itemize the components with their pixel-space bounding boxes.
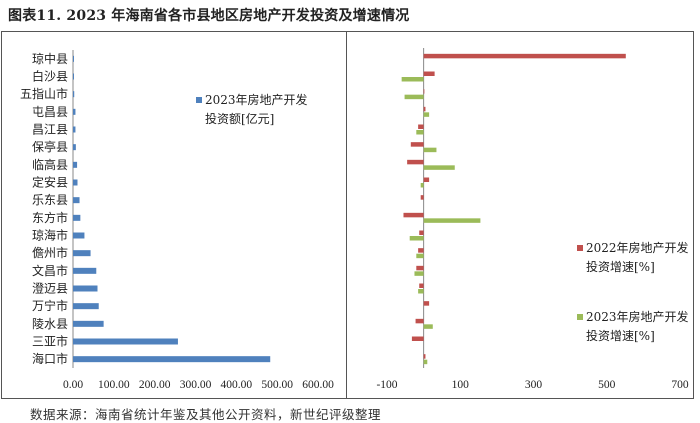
left-category-label: 昌江县 [32, 123, 68, 137]
growth-2022-bar [423, 89, 425, 94]
growth-2022-bar [403, 212, 424, 218]
growth-2022-bar [420, 195, 424, 200]
left-category-label: 保亭县 [32, 139, 68, 154]
left-category-label: 五指山市 [20, 86, 68, 101]
growth-2023-bar [418, 289, 424, 294]
left-category-label: 儋州市 [32, 245, 68, 260]
left-category-label: 屯昌县 [32, 105, 68, 119]
right-x-tick-label: 100 [452, 379, 470, 391]
left-category-label: 乐东县 [32, 193, 68, 207]
growth-2023-bar [423, 218, 481, 223]
growth-2023-bar [416, 253, 424, 259]
investment-bar [73, 126, 76, 133]
growth-2023-bar [423, 359, 428, 365]
legend-label-2022-growth: 投资增速[%] [586, 259, 655, 274]
left-x-tick-label: 400.00 [221, 379, 253, 391]
investment-bar [73, 144, 76, 151]
growth-2023-bar [423, 165, 455, 170]
left-category-label: 白沙县 [32, 69, 68, 84]
left-category-label: 澄迈县 [32, 281, 68, 296]
growth-2023-bar [414, 271, 424, 276]
investment-bar [73, 91, 75, 98]
investment-bar [73, 356, 271, 363]
investment-bar [73, 108, 76, 115]
growth-2022-bar [423, 53, 626, 59]
investment-bar [73, 197, 80, 204]
left-category-label: 三亚市 [32, 334, 68, 349]
left-category-label: 临高县 [32, 157, 68, 172]
growth-2022-bar [423, 354, 426, 359]
investment-bar [73, 55, 74, 62]
legend-label-2022-growth: 2022年房地产开发 [586, 240, 689, 255]
legend-label-2023-investment: 投资额[亿元] [205, 111, 274, 126]
left-x-tick-label: 300.00 [180, 379, 212, 391]
panel-divider [346, 31, 347, 399]
growth-2022-bar [411, 336, 424, 341]
growth-2022-bar [423, 301, 430, 306]
growth-2022-bar [415, 318, 424, 324]
investment-bar [73, 73, 74, 80]
left-x-tick-label: 600.00 [302, 379, 334, 391]
figure-title: 图表11. 2023 年海南省各市县地区房地产开发投资及增速情况 [8, 8, 410, 24]
left-x-tick-label: 500.00 [261, 379, 293, 391]
growth-2023-bar [416, 130, 424, 135]
growth-2022-bar [423, 106, 426, 112]
legend-swatch-2022-growth [577, 245, 583, 251]
left-category-label: 东方市 [32, 210, 68, 225]
left-category-label: 万宁市 [32, 298, 68, 313]
investment-bar [73, 161, 78, 168]
source-note: 数据来源：海南省统计年鉴及其他公开资料，新世纪评级整理 [30, 407, 382, 422]
growth-2022-bar [423, 71, 435, 76]
investment-bar [73, 267, 97, 274]
left-category-label: 琼海市 [32, 228, 68, 243]
growth-2022-bar [419, 230, 424, 235]
right-x-tick-label: 700 [671, 379, 689, 391]
growth-2023-bar [423, 147, 437, 153]
growth-2023-bar [420, 183, 424, 188]
growth-2022-bar [418, 124, 424, 129]
legend-label-2023-investment: 2023年房地产开发 [205, 92, 308, 107]
left-category-label: 琼中县 [32, 51, 68, 66]
legend-label-2023-growth: 2023年房地产开发 [586, 309, 689, 324]
right-x-tick-label: 500 [598, 379, 616, 391]
growth-2022-bar [407, 159, 424, 165]
investment-bar [73, 320, 104, 327]
chart-frame [1, 31, 694, 399]
growth-2022-bar [419, 283, 424, 288]
left-category-label: 文昌市 [32, 263, 68, 278]
growth-2023-bar [401, 77, 424, 82]
growth-2023-bar [423, 112, 430, 117]
growth-2023-bar [409, 236, 424, 241]
left-x-tick-label: 200.00 [139, 379, 171, 391]
investment-bar [73, 214, 81, 221]
growth-2022-bar [418, 248, 424, 253]
growth-2022-bar [416, 265, 424, 271]
investment-bar [73, 232, 85, 239]
investment-bar [73, 179, 78, 186]
left-x-tick-label: 0.00 [63, 379, 83, 391]
left-x-tick-label: 100.00 [98, 379, 130, 391]
growth-2023-bar [404, 94, 424, 100]
investment-bar [73, 250, 91, 257]
right-x-tick-label: -100 [376, 379, 397, 391]
growth-2022-bar [410, 142, 424, 147]
right-x-tick-label: 300 [525, 379, 543, 391]
legend-swatch-2023-growth [577, 314, 583, 320]
growth-2023-bar [423, 324, 433, 329]
left-category-label: 陵水县 [32, 317, 68, 331]
left-category-label: 定安县 [32, 175, 68, 190]
growth-2022-bar [423, 177, 430, 182]
left-category-label: 海口市 [32, 351, 68, 366]
legend-label-2023-growth: 投资增速[%] [586, 328, 655, 343]
legend-swatch-2023-investment [196, 97, 202, 103]
investment-bar [73, 303, 99, 310]
investment-bar [73, 338, 178, 345]
investment-bar [73, 285, 98, 292]
